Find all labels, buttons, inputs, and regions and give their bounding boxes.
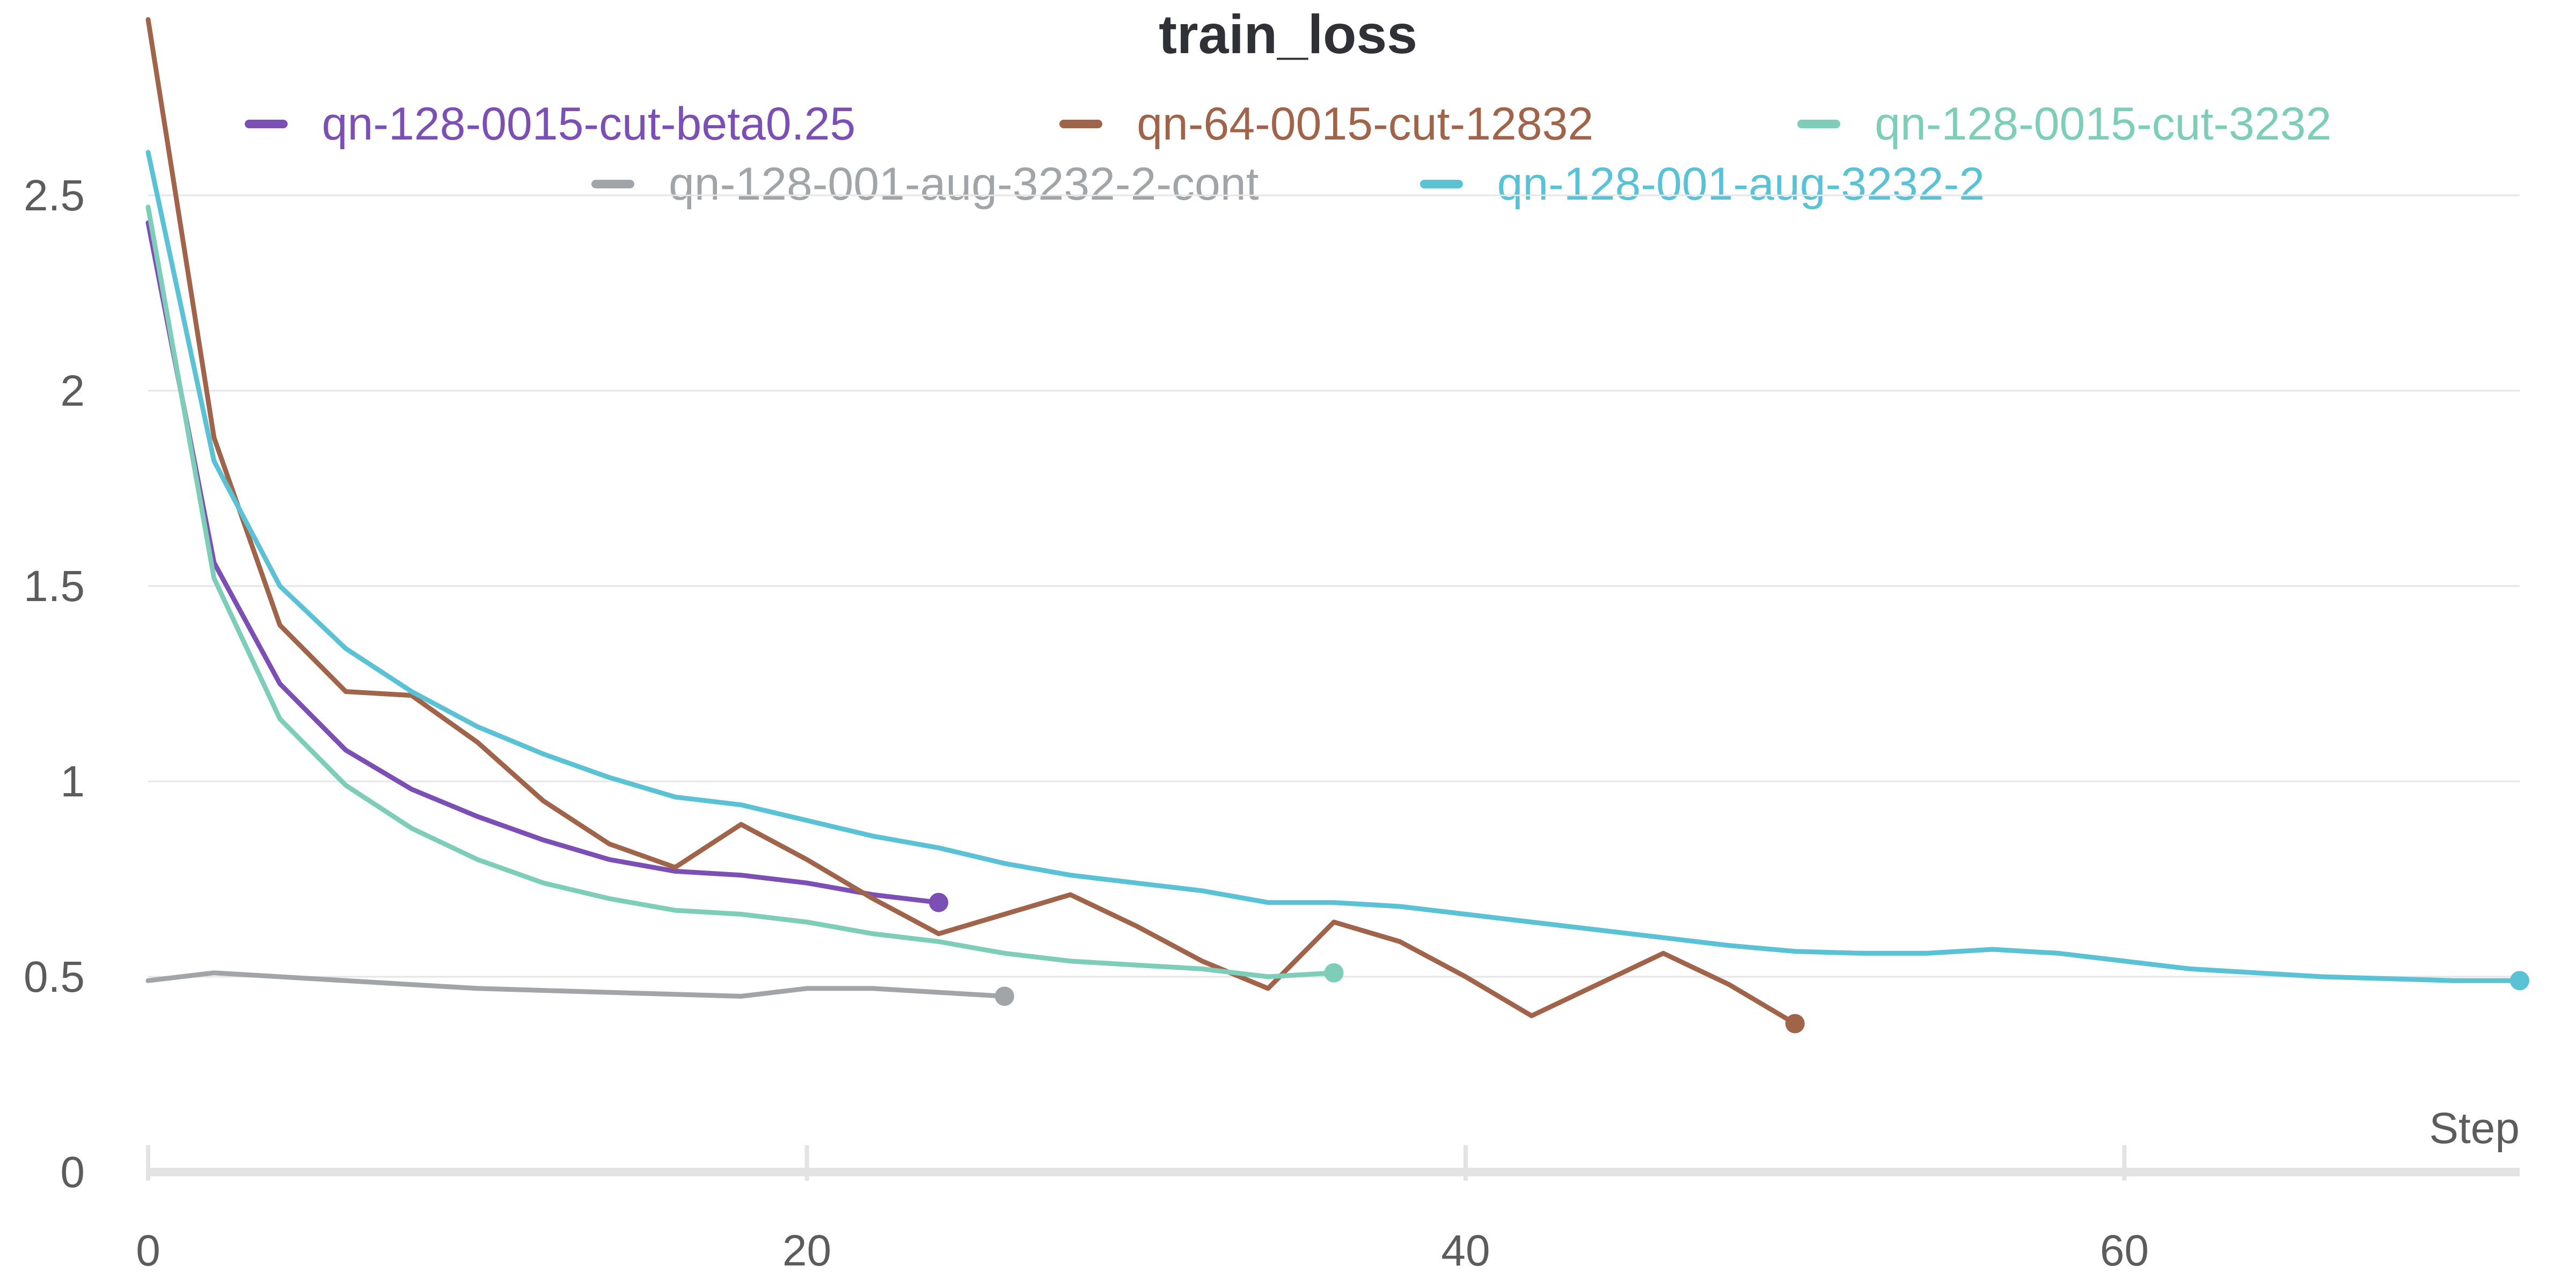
legend-swatch-series-0: [244, 120, 288, 128]
x-tick-label: 40: [1441, 1226, 1490, 1275]
x-tick-label: 20: [782, 1226, 831, 1275]
series-line-1: [145, 17, 1798, 1026]
legend-item-series-0[interactable]: qn-128-0015-cut-beta0.25: [244, 98, 856, 151]
series-line-0: [145, 220, 941, 905]
series-line-2: [145, 204, 1336, 979]
legend-swatch-series-2: [1797, 120, 1841, 128]
legend-label-series-2: qn-128-0015-cut-3232: [1875, 98, 2332, 150]
y-tick-label: 1: [60, 757, 85, 806]
legend-swatch-series-3: [591, 180, 634, 188]
legend-item-series-2[interactable]: qn-128-0015-cut-3232: [1797, 98, 2331, 151]
legend-row-2: qn-128-001-aug-3232-2-cont qn-128-001-au…: [0, 155, 2576, 214]
legend-swatch-series-4: [1419, 180, 1463, 188]
y-tick-label: 2.5: [24, 171, 85, 220]
y-tick-label: 1.5: [24, 562, 85, 611]
y-tick-label: 0.5: [24, 953, 85, 1001]
legend-label-series-1: qn-64-0015-cut-12832: [1137, 98, 1594, 150]
legend-label-series-4: qn-128-001-aug-3232-2: [1497, 158, 1985, 210]
legend-item-series-4[interactable]: qn-128-001-aug-3232-2: [1419, 158, 1985, 211]
legend-label-series-3: qn-128-001-aug-3232-2-cont: [668, 158, 1259, 210]
series-line-3: [145, 970, 1007, 999]
grid-lines: [148, 194, 2520, 978]
x-tick-label: 0: [136, 1226, 160, 1275]
series-end-point-3: [994, 986, 1014, 1006]
series-line-4: [145, 150, 2522, 983]
axes: 0 0.5 1 1.5 2 2.5 0 20 40 60: [24, 171, 2520, 1275]
series-end-point-0: [929, 892, 948, 912]
legend-swatch-series-1: [1059, 120, 1103, 128]
legend-label-series-0: qn-128-0015-cut-beta0.25: [321, 98, 856, 150]
series-end-point-4: [2510, 971, 2529, 991]
series-end-point-1: [1785, 1014, 1805, 1034]
legend-item-series-3[interactable]: qn-128-001-aug-3232-2-cont: [591, 158, 1259, 211]
x-tick-label: 60: [2100, 1226, 2149, 1275]
y-tick-label: 2: [60, 367, 85, 415]
y-tick-label: 0: [60, 1148, 85, 1197]
series-end-point-2: [1324, 963, 1344, 983]
legend-row-1: qn-128-0015-cut-beta0.25 qn-64-0015-cut-…: [0, 94, 2576, 153]
legend-item-series-1[interactable]: qn-64-0015-cut-12832: [1059, 98, 1593, 151]
x-axis-label: Step: [2429, 1104, 2520, 1153]
series-lines: [145, 17, 2529, 1034]
chart-title: train_loss: [1159, 4, 1417, 65]
